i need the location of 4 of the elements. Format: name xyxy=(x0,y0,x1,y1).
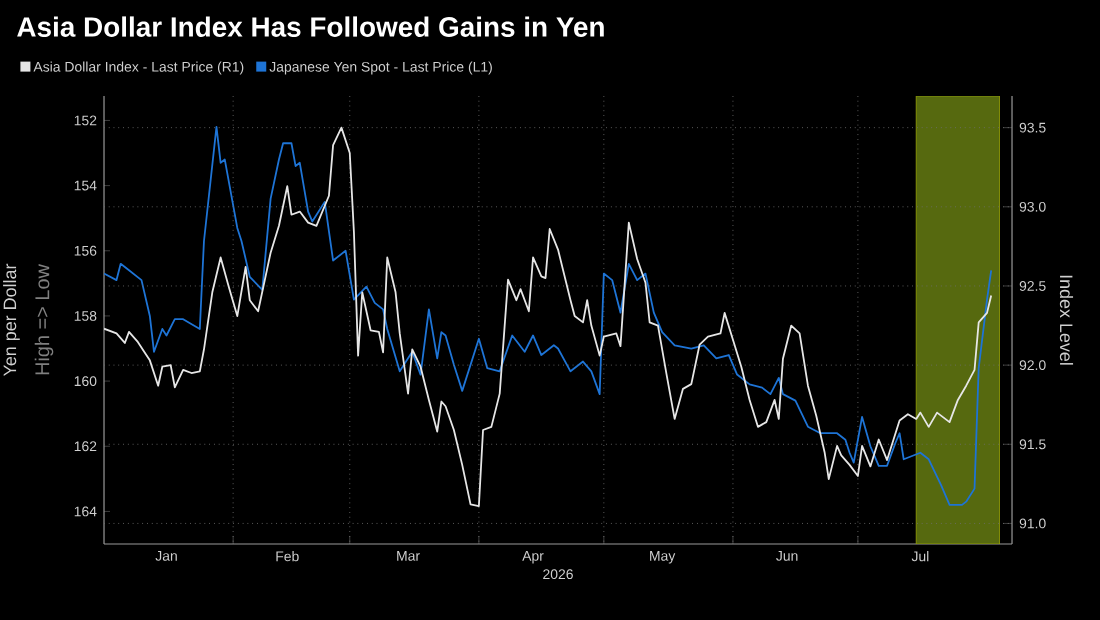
text: High => Low xyxy=(34,264,54,375)
y-axis-title: Yen per Dollar xyxy=(3,263,20,377)
y2-axis-title: Index Level xyxy=(1059,275,1074,365)
chart-title: Asia Dollar Index Has Followed Gains in Yen xyxy=(17,16,604,37)
